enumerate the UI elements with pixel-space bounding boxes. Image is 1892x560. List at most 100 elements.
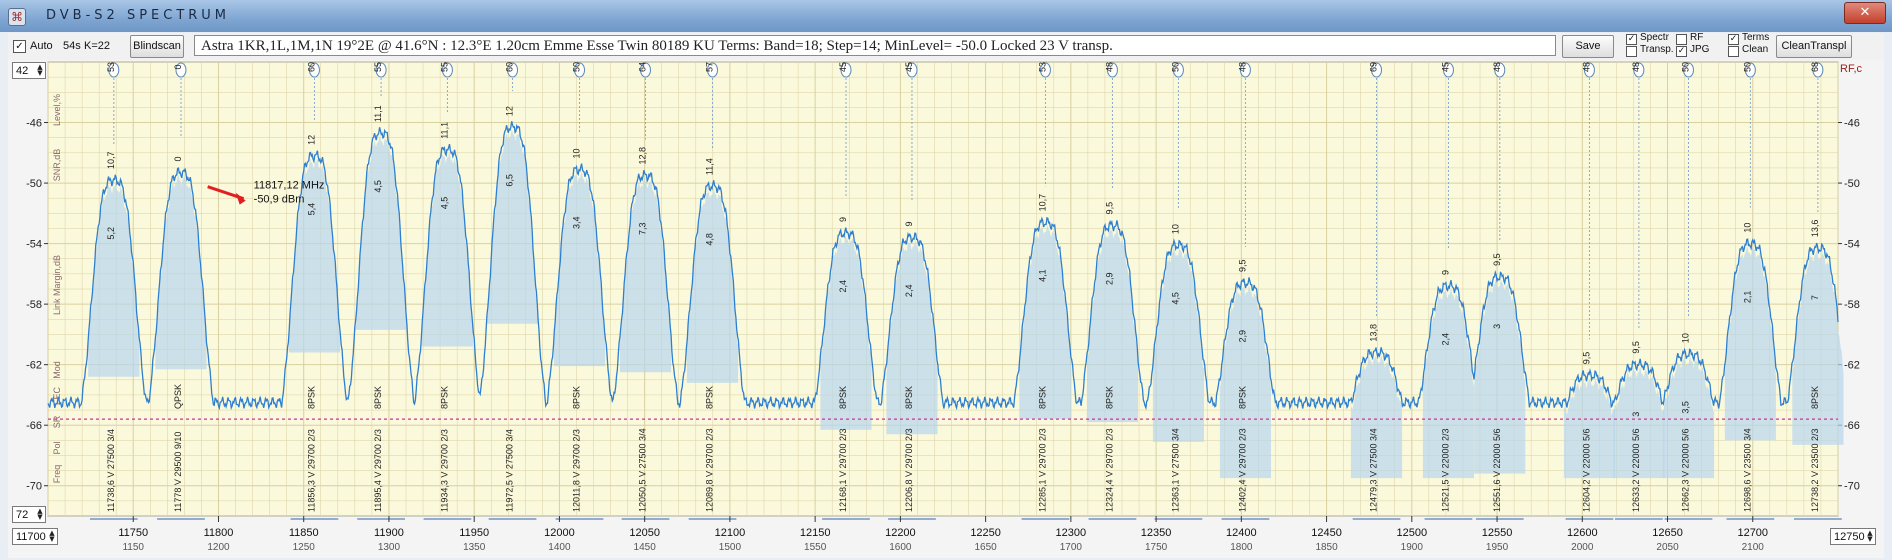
option-checkbox-terms[interactable]: ✓ [1728,34,1739,45]
option-checkbox-rf[interactable] [1676,34,1687,45]
transponder-fill [554,171,606,367]
save-button[interactable]: Save [1562,35,1614,58]
spinner-arrows-icon[interactable]: ▲ ▼ [1867,529,1873,543]
toolbar: ✓ Auto 54s K=22 Blindscan Astra 1KR,1L,1… [8,32,1884,61]
option-label: JPG [1690,44,1710,55]
transponder-params: 12089,8 V 29700 2/3 [705,428,715,512]
transponder-fill [1724,246,1776,441]
x-tick-label: 12400 [1226,527,1257,539]
transponder-fill [1219,285,1271,479]
option-checkbox-jpg[interactable]: ✓ [1676,46,1687,57]
y-tick-label-left: -46 [26,118,42,130]
level-bubble [1239,62,1251,78]
if-tick-label: 1450 [634,542,657,553]
k-value: K=22 [84,40,110,52]
if-tick-label: 1250 [293,542,316,553]
transponder-snr: 9,5 [1237,259,1247,272]
level-bubble [906,62,918,78]
transponder-params: 11972,5 V 27500 3/4 [505,429,515,512]
row-label: Freq [52,465,62,484]
transponder-fill [686,188,739,383]
transponder-snr: 10 [1170,224,1180,234]
transponder-mod: 8PSK [572,386,582,409]
transponder-params: 12285,1 V 29700 2/3 [1037,428,1047,512]
transponder-mod: 8PSK [373,386,383,409]
x-tick-label: 11950 [459,527,489,539]
level-bubble [375,62,387,78]
option-label: Transp. [1640,44,1674,55]
spectrum-trace [47,121,1839,411]
transponder-fill [619,177,672,373]
satellite-info: Astra 1KR,1L,1M,1N 19°2E @ 41.6°N : 12.3… [194,35,1556,56]
y-tick-label-left: -54 [26,239,42,251]
level-bubble [1106,62,1118,78]
transponder-fill [1662,356,1715,479]
freq-start-spinner[interactable]: 11700 ▲ ▼ [12,528,58,545]
if-tick-label: 2100 [1742,542,1765,553]
auto-checkbox[interactable]: ✓ [13,40,26,53]
spectrum-chart[interactable]: -46 -46 -50 -50 -54 -54 -58 -58 -62 -62 -66 -66 -70 -… [8,60,1884,558]
transponder-params: 12698,6 V 23500 3/4 [1742,428,1752,512]
transponder-fill [1792,250,1844,445]
if-tick-label: 1150 [122,542,144,553]
transponder-mod: 8PSK [904,386,914,409]
spinner-arrows-icon[interactable]: ▲ ▼ [37,507,43,521]
transponder-snr: 10,7 [1037,194,1047,212]
transponder-params: 12011,8 V 29700 2/3 [572,429,582,512]
transponder-params: 12168,1 V 29700 2/3 [838,428,848,512]
transponder-fill [1086,228,1138,423]
close-button[interactable]: ✕ [1844,2,1886,24]
if-tick-label: 1650 [974,542,997,553]
transponder-snr: 9 [838,217,848,222]
transponder-level: 45 [838,62,848,72]
x-tick-label: 12700 [1737,527,1768,539]
option-checkbox-spectr[interactable]: ✓ [1626,34,1637,45]
transponder-level: 64 [638,62,648,72]
transponder-level: 57 [705,62,715,72]
option-checkbox-clean[interactable] [1728,46,1739,57]
transponder-level: 48 [1237,62,1247,72]
transponder-margin: 2,9 [1237,330,1247,343]
transponder-mod: 8PSK [1104,386,1114,409]
if-tick-label: 1750 [1145,542,1168,553]
freq-end-spinner[interactable]: 12750 ▲ ▼ [1830,528,1876,545]
level-bottom-spinner[interactable]: 72 ▲ ▼ [12,506,46,523]
clean-transp-button[interactable]: CleanTranspl [1776,35,1852,58]
transponder-params: 11778 V 29500 9/10 [173,432,183,512]
transponder-params: 12633,2 V 22000 5/6 [1631,428,1641,512]
transponder-margin: 4,8 [705,233,715,246]
transponder-margin: 2,4 [838,280,848,293]
satellite-icon[interactable]: ⌘ [8,8,26,26]
if-tick-label: 1500 [719,542,742,553]
if-tick-label: 1900 [1401,542,1424,553]
transponder-params: 11738,6 V 27500 3/4 [106,429,116,512]
level-bubble [175,62,187,78]
level-bubble [507,62,519,78]
x-tick-label: 12300 [1056,527,1087,539]
freq-start-value: 11700 [16,531,46,543]
transponder-snr: 11,1 [439,122,449,139]
spinner-arrows-icon[interactable]: ▲ ▼ [49,529,55,543]
transponder-snr: 12 [306,135,316,145]
transponder-mod: 8PSK [1037,386,1047,409]
if-tick-label: 1550 [804,542,827,553]
transponder-margin: 2,4 [904,285,914,298]
freq-end-value: 12750 [1834,531,1865,543]
level-top-spinner[interactable]: 42 ▲ ▼ [12,62,46,79]
transponder-fill [421,152,473,347]
transponder-params: 12324,4 V 29700 2/3 [1104,428,1114,512]
transponder-params: 12551,6 V 22000 5/6 [1492,428,1502,512]
title-bar: ⌘ DVB-S2 SPECTRUM ✕ [0,0,1892,32]
x-tick-label: 12550 [1482,527,1513,539]
option-checkbox-transp[interactable] [1626,46,1637,57]
blindscan-button[interactable]: Blindscan [130,35,184,58]
transponder-margin: 7,3 [638,223,648,236]
option-label: RF [1690,32,1704,43]
if-tick-label: 1350 [463,542,486,553]
transponder-margin: 3,5 [1680,401,1690,414]
transponder-mod: 8PSK [838,386,848,409]
x-tick-label: 11750 [118,527,148,539]
y-tick-label-left: -58 [26,299,42,311]
spinner-arrows-icon[interactable]: ▲ ▼ [37,63,43,77]
